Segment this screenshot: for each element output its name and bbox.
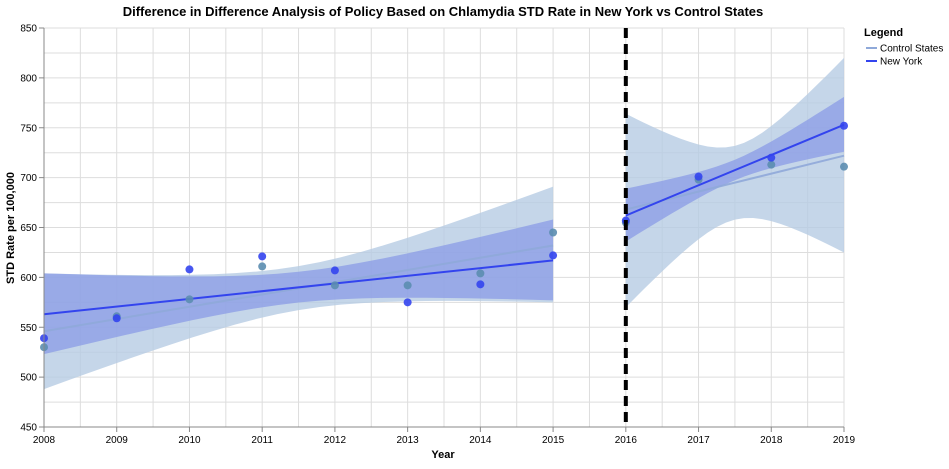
y-tick-label: 850 bbox=[20, 24, 37, 35]
y-tick-label: 650 bbox=[20, 223, 37, 234]
y-tick-label: 600 bbox=[20, 273, 37, 284]
y-tick-label: 700 bbox=[20, 173, 37, 184]
chart-title: Difference in Difference Analysis of Pol… bbox=[123, 4, 764, 19]
y-tick-label: 800 bbox=[20, 73, 37, 84]
new-york-point bbox=[549, 251, 558, 260]
x-tick-label: 2015 bbox=[542, 435, 565, 446]
new-york-point bbox=[112, 314, 121, 323]
y-tick-label: 550 bbox=[20, 323, 37, 334]
fit-lines bbox=[43, 123, 845, 333]
legend-label-new-york: New York bbox=[880, 57, 923, 68]
y-tick-label: 750 bbox=[20, 123, 37, 134]
new-york-pre-fit-line bbox=[43, 259, 554, 316]
control-states-point bbox=[767, 160, 776, 169]
new-york-point bbox=[258, 252, 267, 261]
new-york-point bbox=[330, 266, 339, 275]
x-tick-label: 2010 bbox=[178, 435, 201, 446]
x-tick-label: 2019 bbox=[833, 435, 856, 446]
x-tick-label: 2017 bbox=[687, 435, 710, 446]
axes: 2008 2009 2010 2011 2012 2013 2014 2015 2016 2017… bbox=[20, 24, 855, 447]
new-york-point bbox=[767, 153, 776, 162]
x-tick-label: 2013 bbox=[397, 435, 420, 446]
y-axis-title: STD Rate per 100,000 bbox=[5, 172, 17, 284]
control-states-point bbox=[258, 262, 267, 271]
x-tick-label: 2009 bbox=[106, 435, 129, 446]
new-york-point bbox=[403, 298, 412, 307]
x-axis-title: Year bbox=[431, 449, 455, 461]
new-york-post-fit-line bbox=[625, 123, 845, 217]
new-york-point bbox=[185, 265, 194, 274]
y-tick-label: 500 bbox=[20, 373, 37, 384]
x-tick-label: 2011 bbox=[251, 435, 273, 446]
control-states-point bbox=[403, 281, 412, 290]
control-states-point bbox=[185, 295, 194, 304]
x-tick-label: 2018 bbox=[760, 435, 783, 446]
control-states-point bbox=[549, 228, 558, 237]
x-tick-label: 2016 bbox=[615, 435, 638, 446]
legend-title: Legend bbox=[864, 27, 903, 39]
new-york-point bbox=[694, 172, 703, 181]
x-tick-label: 2008 bbox=[33, 435, 56, 446]
x-tick-label: 2012 bbox=[324, 435, 347, 446]
legend: Legend Control States New York bbox=[864, 27, 943, 68]
new-york-point bbox=[840, 121, 848, 130]
control-states-point bbox=[840, 162, 848, 171]
y-tick-label: 450 bbox=[20, 423, 37, 434]
x-tick-label: 2014 bbox=[469, 435, 492, 446]
control-states-point bbox=[330, 281, 339, 290]
new-york-point bbox=[476, 280, 485, 289]
control-states-point bbox=[476, 269, 485, 278]
legend-label-control-states: Control States bbox=[880, 44, 943, 55]
